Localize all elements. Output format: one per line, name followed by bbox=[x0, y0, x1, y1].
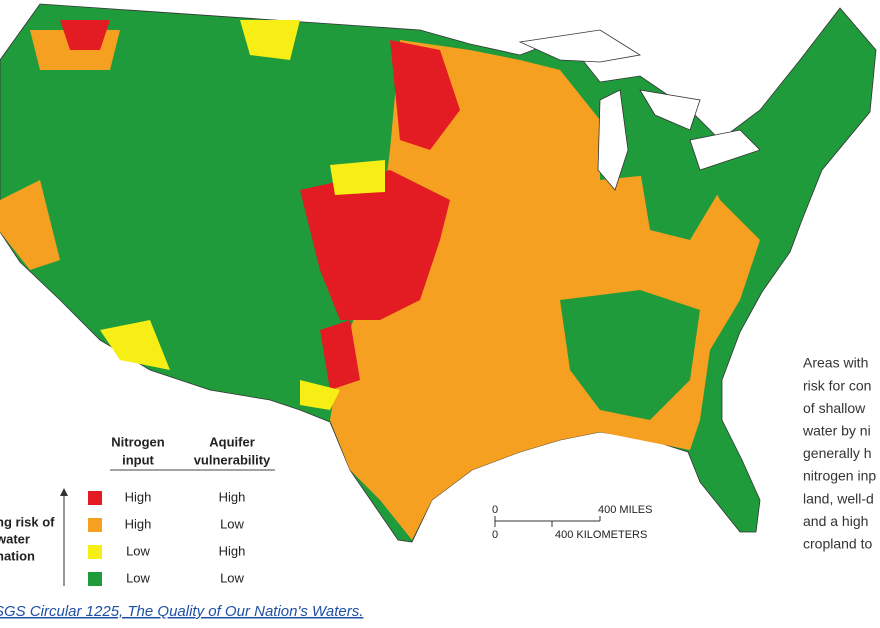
green-patch bbox=[560, 290, 700, 420]
legend-header: input bbox=[122, 452, 154, 467]
legend-header: vulnerability bbox=[194, 452, 271, 467]
legend-label: Low bbox=[126, 543, 150, 558]
red-region bbox=[300, 170, 450, 320]
scale-label: 400 MILES bbox=[598, 504, 652, 516]
yellow-patch bbox=[330, 160, 385, 195]
legend: Nitrogen input Aquifer vulnerability ng risk… bbox=[0, 434, 275, 586]
red-patch bbox=[60, 20, 110, 50]
scale-label: 0 bbox=[492, 529, 498, 541]
side-text-line: of shallow bbox=[803, 400, 866, 416]
side-text-line: and a high bbox=[803, 513, 868, 529]
side-text-line: nitrogen inp bbox=[803, 468, 876, 484]
side-text-line: land, well-d bbox=[803, 490, 874, 506]
caption-link[interactable]: SGS Circular 1225, The Quality of Our Na… bbox=[0, 603, 363, 620]
yellow-patch bbox=[240, 20, 300, 60]
legend-swatch bbox=[88, 545, 102, 559]
legend-label: High bbox=[125, 516, 152, 531]
side-text-line: water by ni bbox=[802, 423, 871, 439]
legend-swatch bbox=[88, 518, 102, 532]
legend-axis-label: nation bbox=[0, 548, 35, 563]
legend-axis-label: water bbox=[0, 531, 30, 546]
red-region bbox=[390, 40, 460, 150]
side-text-line: cropland to bbox=[803, 536, 872, 552]
green-patch bbox=[640, 150, 720, 240]
legend-label: High bbox=[219, 489, 246, 504]
side-text-line: Areas with bbox=[803, 355, 868, 371]
legend-swatch bbox=[88, 572, 102, 586]
yellow-patch bbox=[300, 380, 340, 410]
us-map bbox=[0, 3, 877, 543]
side-text-line: generally h bbox=[803, 445, 872, 461]
scale-bar: 0 400 MILES 0 400 KILOMETERS bbox=[492, 504, 652, 541]
legend-label: Low bbox=[220, 516, 244, 531]
legend-label: High bbox=[219, 543, 246, 558]
orange-patch bbox=[0, 180, 60, 270]
side-text-line: risk for con bbox=[803, 377, 871, 393]
scale-label: 0 bbox=[492, 504, 498, 516]
legend-axis-label: ng risk of bbox=[0, 514, 55, 529]
legend-label: Low bbox=[126, 570, 150, 585]
scale-label: 400 KILOMETERS bbox=[555, 529, 647, 541]
legend-label: High bbox=[125, 489, 152, 504]
legend-arrow-head bbox=[60, 488, 68, 496]
side-text: Areas with risk for con of shallow water by… bbox=[802, 355, 876, 552]
legend-swatch bbox=[88, 491, 102, 505]
great-lakes bbox=[518, 29, 761, 191]
legend-header: Nitrogen bbox=[111, 434, 165, 449]
legend-header: Aquifer bbox=[209, 434, 255, 449]
legend-label: Low bbox=[220, 570, 244, 585]
yellow-patch bbox=[100, 320, 170, 370]
red-patch bbox=[320, 320, 360, 390]
